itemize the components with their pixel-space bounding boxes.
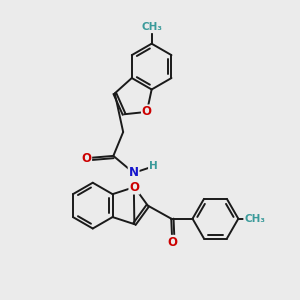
- Text: CH₃: CH₃: [141, 22, 162, 32]
- Text: N: N: [129, 167, 139, 179]
- Text: CH₃: CH₃: [244, 214, 265, 224]
- Text: H: H: [149, 161, 158, 171]
- Text: O: O: [167, 236, 177, 249]
- Text: O: O: [142, 105, 152, 119]
- Text: O: O: [81, 152, 91, 165]
- Text: O: O: [129, 181, 140, 194]
